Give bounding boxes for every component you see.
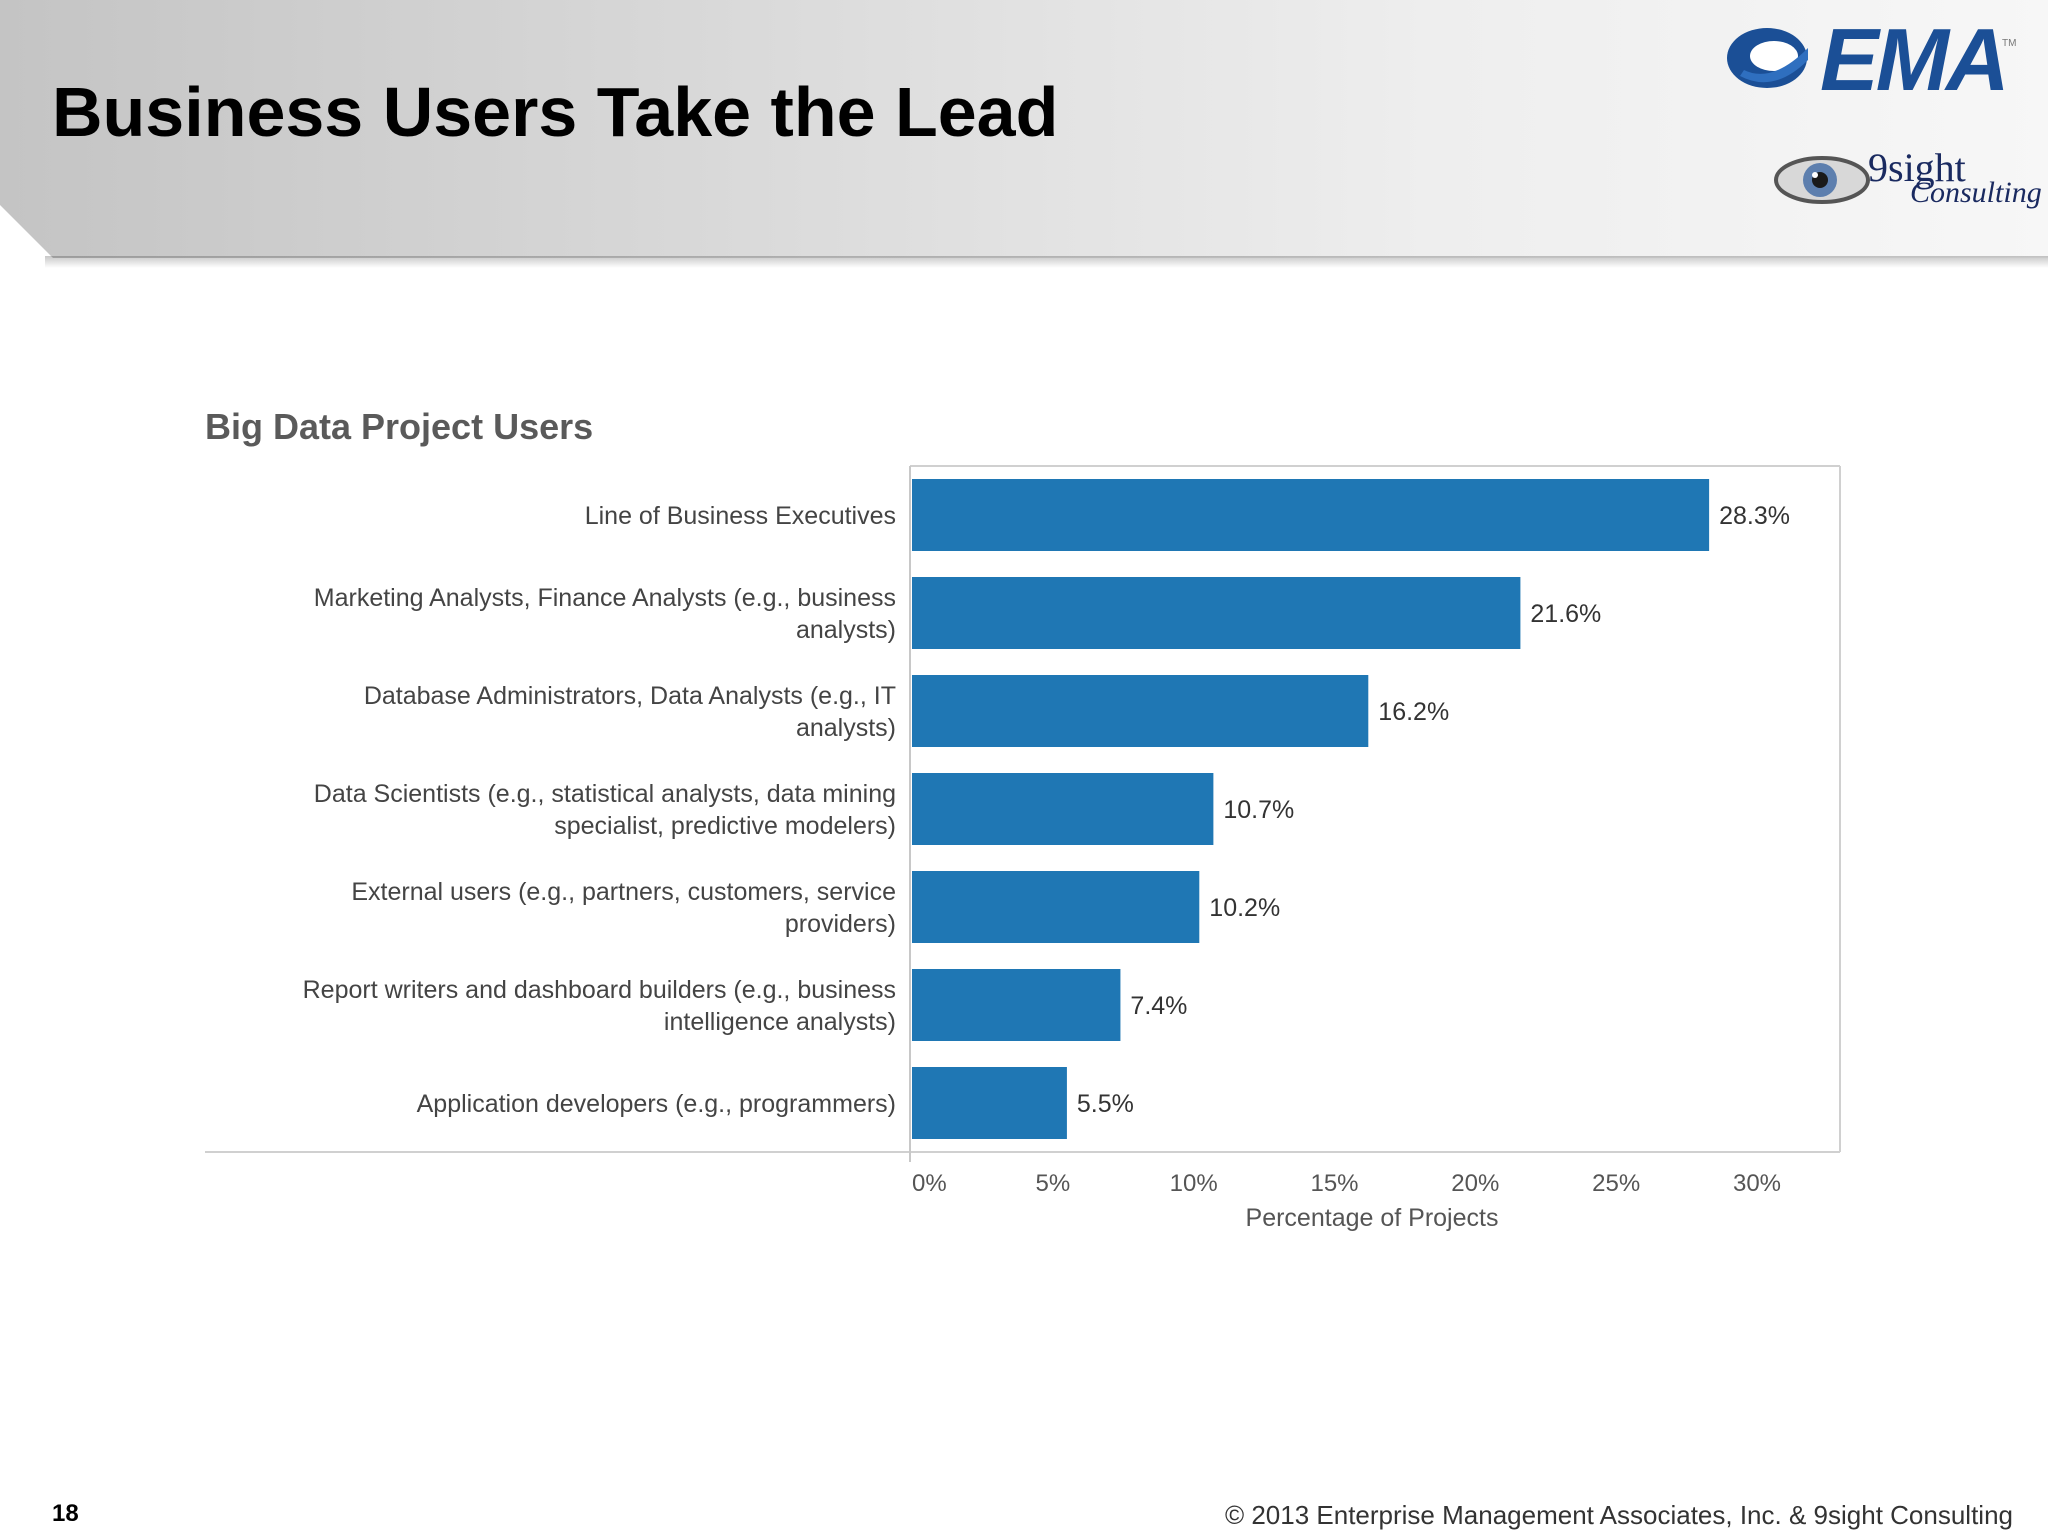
ema-swoosh-icon bbox=[1727, 28, 1808, 88]
category-label: Application developers (e.g., programmer… bbox=[417, 1090, 896, 1118]
category-label: Marketing Analysts, Finance Analysts (e.… bbox=[314, 584, 896, 612]
page-number: 18 bbox=[52, 1500, 79, 1527]
chart-container: Big Data Project Users 28.3% Line of Busi… bbox=[200, 400, 1850, 1250]
bar bbox=[912, 675, 1369, 747]
category-label: External users (e.g., partners, customer… bbox=[351, 878, 896, 906]
x-tick-label: 5% bbox=[1035, 1170, 1070, 1197]
value-label: 28.3% bbox=[1719, 502, 1790, 530]
bar bbox=[912, 969, 1121, 1041]
category-label: Data Scientists (e.g., statistical analy… bbox=[314, 780, 896, 808]
ema-tm-mark: TM bbox=[2002, 38, 2017, 49]
bar bbox=[912, 479, 1710, 551]
category-label: analysts) bbox=[796, 714, 896, 742]
ema-logo-text: EMA bbox=[1820, 10, 2010, 109]
header-band bbox=[0, 0, 2048, 258]
category-label: providers) bbox=[785, 910, 896, 938]
category-label: Report writers and dashboard builders (e… bbox=[303, 976, 896, 1004]
eye-icon bbox=[1774, 156, 1870, 204]
consulting-logo-text: Consulting bbox=[1910, 176, 2042, 209]
category-label: Database Administrators, Data Analysts (… bbox=[364, 682, 896, 710]
x-tick-label: 30% bbox=[1733, 1170, 1781, 1197]
bar-chart: 28.3% Line of Business Executives 21.6% Mar… bbox=[205, 465, 1841, 1232]
category-label: intelligence analysts) bbox=[664, 1008, 896, 1036]
bar bbox=[912, 1067, 1067, 1139]
x-tick-label: 25% bbox=[1592, 1170, 1640, 1197]
value-label: 10.2% bbox=[1209, 894, 1280, 922]
category-label: specialist, predictive modelers) bbox=[554, 812, 896, 840]
category-label: analysts) bbox=[796, 616, 896, 644]
chart-title: Big Data Project Users bbox=[205, 406, 594, 447]
value-label: 21.6% bbox=[1530, 600, 1601, 628]
x-tick-label: 20% bbox=[1451, 1170, 1499, 1197]
ema-logo: EMA TM bbox=[1722, 10, 2017, 116]
slide-title: Business Users Take the Lead bbox=[52, 73, 1059, 151]
bar bbox=[912, 773, 1214, 845]
category-label: Line of Business Executives bbox=[585, 502, 896, 530]
value-label: 10.7% bbox=[1223, 796, 1294, 824]
bar bbox=[912, 871, 1200, 943]
header-shadow bbox=[45, 256, 2048, 268]
x-tick-label: 10% bbox=[1170, 1170, 1218, 1197]
x-axis-title: Percentage of Projects bbox=[1246, 1204, 1499, 1232]
nine-sight-logo: 9sight Consulting bbox=[1772, 142, 2042, 222]
nine-sight-logo-text: 9sight bbox=[1868, 145, 1966, 190]
copyright-text: © 2013 Enterprise Management Associates,… bbox=[1224, 1500, 2013, 1530]
bar bbox=[912, 577, 1521, 649]
x-tick-label: 0% bbox=[912, 1170, 947, 1197]
x-tick-label: 15% bbox=[1310, 1170, 1358, 1197]
value-label: 16.2% bbox=[1378, 698, 1449, 726]
value-label: 7.4% bbox=[1130, 992, 1187, 1020]
value-label: 5.5% bbox=[1077, 1090, 1134, 1118]
